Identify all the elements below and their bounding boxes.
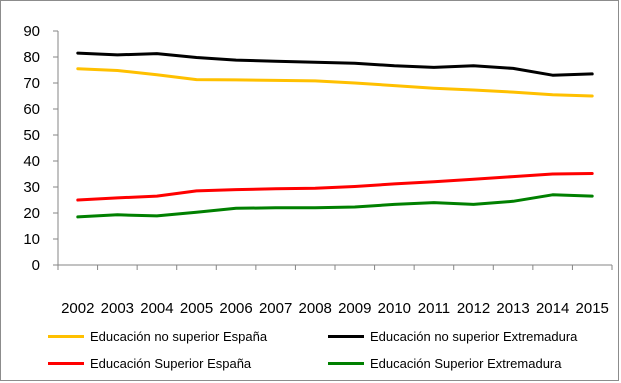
x-tick-label: 2014: [536, 300, 569, 317]
x-tick-label: 2004: [140, 300, 173, 317]
legend-swatch-2: [48, 361, 84, 365]
legend-item-1: Educación no superior Extremadura: [328, 326, 577, 346]
x-tick-labels: 2002 2003 2004 2005 2006 2007 2008 2009 2010 2011…: [61, 300, 609, 317]
x-tick-label: 2008: [299, 300, 332, 317]
legend-item-2: Educación Superior España: [48, 353, 251, 373]
legend-item-0: Educación no superior España: [48, 326, 267, 346]
legend-label-1: Educación no superior Extremadura: [370, 328, 578, 344]
legend: Educación no superior España Educación n…: [40, 326, 610, 376]
axes: [53, 30, 613, 270]
legend-label-3: Educación Superior Extremadura: [370, 355, 562, 371]
y-tick-label: 10: [23, 231, 40, 248]
legend-swatch-1: [328, 334, 364, 338]
y-tick-label: 60: [23, 101, 40, 118]
legend-swatch-0: [48, 334, 84, 338]
series-line-3: [76, 193, 594, 219]
y-tick-labels: 0 10 20 30 40 50 60 70 80 90: [23, 23, 40, 274]
x-tick-label: 2013: [496, 300, 529, 317]
y-tick-label: 90: [23, 23, 40, 40]
legend-swatch-3: [328, 361, 364, 365]
y-tick-label: 50: [23, 127, 40, 144]
x-tick-label: 2007: [259, 300, 292, 317]
legend-label-0: Educación no superior España: [90, 328, 268, 344]
legend-label-2: Educación Superior España: [90, 355, 252, 371]
series-line-2: [76, 172, 594, 202]
x-tick-label: 2012: [457, 300, 490, 317]
x-tick-label: 2009: [338, 300, 371, 317]
x-tick-label: 2010: [378, 300, 411, 317]
series-line-1: [76, 51, 594, 77]
y-tick-label: 30: [23, 179, 40, 196]
x-tick-label: 2005: [180, 300, 213, 317]
x-tick-label: 2003: [101, 300, 134, 317]
series-lines: [76, 51, 594, 219]
y-tick-label: 40: [23, 153, 40, 170]
x-tick-label: 2006: [219, 300, 252, 317]
legend-item-3: Educación Superior Extremadura: [328, 353, 562, 373]
y-tick-label: 80: [23, 49, 40, 66]
y-tick-label: 70: [23, 75, 40, 92]
y-tick-label: 0: [32, 257, 40, 274]
series-line-0: [76, 67, 594, 98]
y-tick-label: 20: [23, 205, 40, 222]
x-tick-label: 2015: [576, 300, 609, 317]
x-tick-label: 2011: [418, 300, 450, 317]
x-tick-label: 2002: [61, 300, 94, 317]
